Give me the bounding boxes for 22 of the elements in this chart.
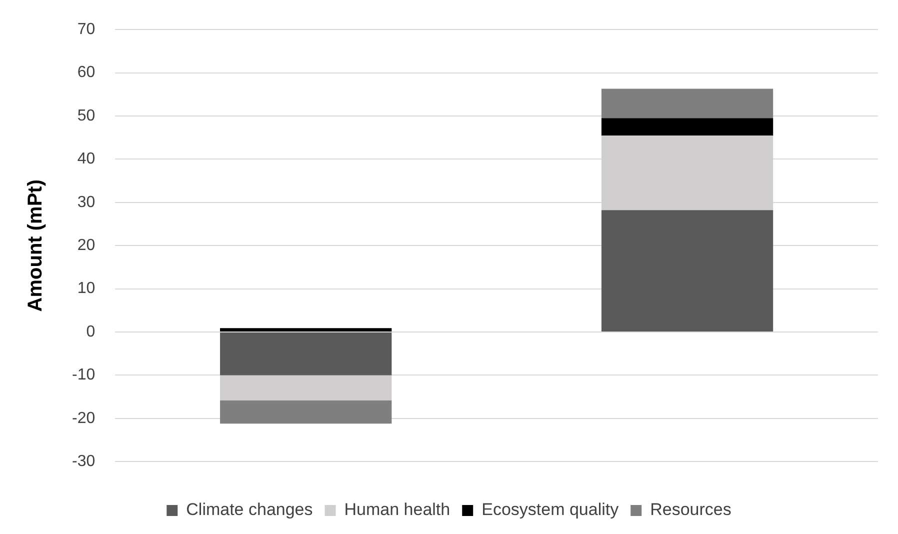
bar [601, 118, 774, 136]
y-tick-label: 30 [77, 194, 96, 211]
y-tick-label: 10 [77, 280, 96, 298]
y-axis-title: Amount (mPt) [24, 180, 47, 312]
legend-label: Resources [650, 500, 732, 520]
y-tick-label: -20 [72, 410, 96, 427]
y-tick-label: -10 [72, 366, 96, 384]
legend-label: Climate changes [186, 500, 313, 520]
y-tick-label: -30 [72, 453, 96, 470]
bar [601, 88, 774, 118]
bar [601, 210, 774, 332]
y-tick-label: 70 [77, 21, 96, 38]
bar [220, 328, 392, 332]
bar [220, 332, 392, 376]
bar [220, 400, 392, 424]
y-tick-label: 40 [77, 150, 96, 168]
y-tick-label: 50 [77, 107, 96, 124]
y-tick-label: 0 [86, 323, 96, 340]
legend-label: Ecosystem quality [482, 500, 620, 520]
y-tick-label: 20 [77, 237, 96, 254]
legend-label: Human health [344, 500, 450, 520]
y-tick-label: 60 [77, 64, 96, 82]
